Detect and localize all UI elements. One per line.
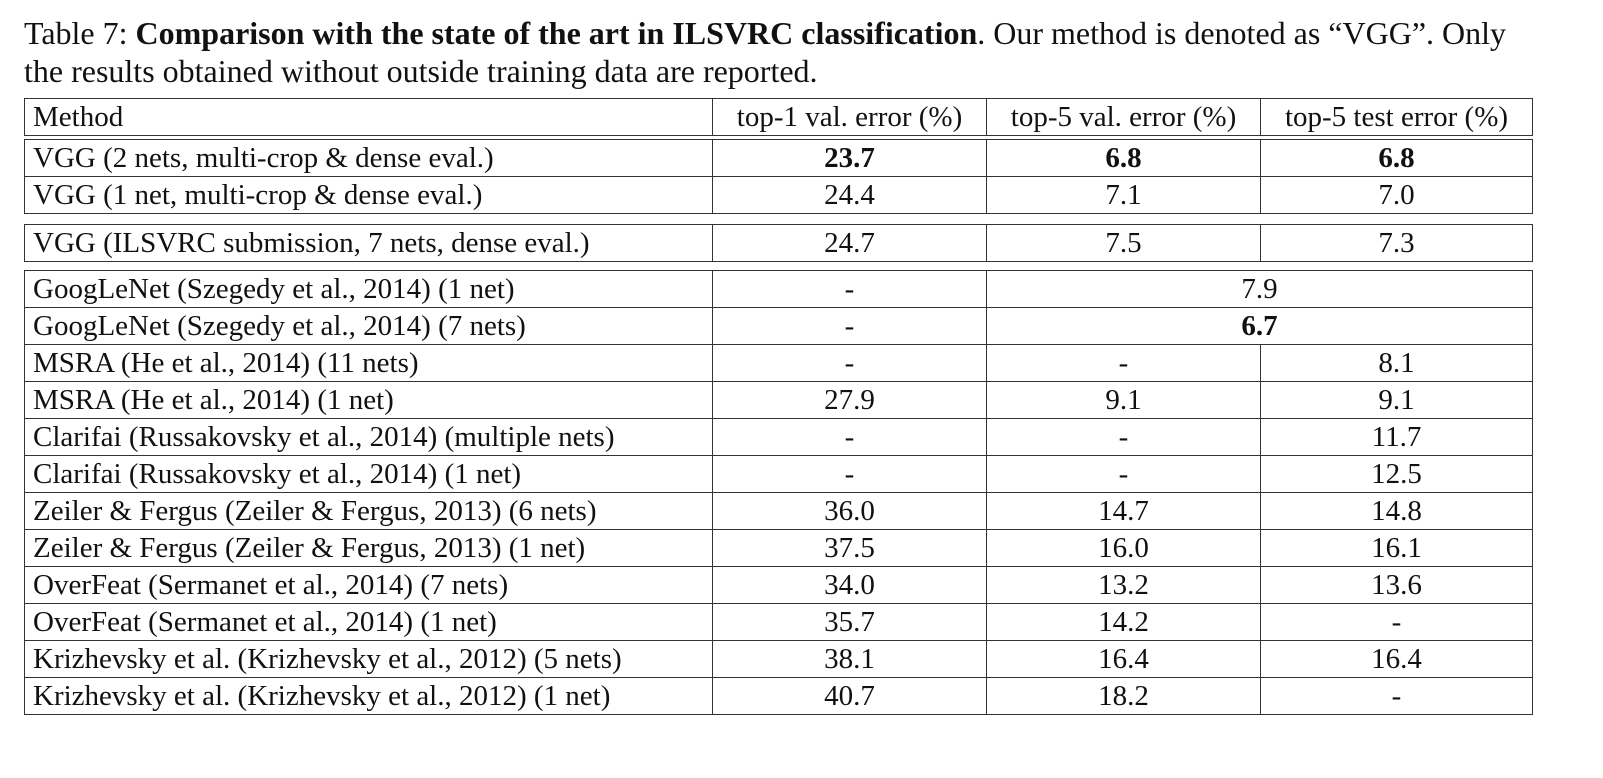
table-row: OverFeat (Sermanet et al., 2014) (1 net)… — [24, 603, 1533, 641]
value-cell: 7.3 — [1260, 224, 1533, 262]
method-cell: Zeiler & Fergus (Zeiler & Fergus, 2013) … — [24, 529, 713, 567]
value-cell: - — [712, 270, 987, 308]
caption-text: . Our method is denoted as “VGG”. Only t… — [24, 15, 1507, 89]
value-cell: 6.8 — [986, 139, 1261, 177]
value-cell: 9.1 — [1260, 381, 1533, 419]
value-cell: 11.7 — [1260, 418, 1533, 456]
caption: Table 7: Comparison with the state of th… — [24, 14, 1524, 90]
value-cell: 14.8 — [1260, 492, 1533, 530]
table-group: GoogLeNet (Szegedy et al., 2014) (1 net)… — [24, 270, 1533, 715]
method-cell: Clarifai (Russakovsky et al., 2014) (mul… — [24, 418, 713, 456]
method-cell: VGG (ILSVRC submission, 7 nets, dense ev… — [24, 224, 713, 262]
value-cell: - — [712, 418, 987, 456]
value-cell: 23.7 — [712, 139, 987, 177]
method-cell: MSRA (He et al., 2014) (11 nets) — [24, 344, 713, 382]
value-cell: 38.1 — [712, 640, 987, 678]
value-cell: - — [712, 344, 987, 382]
value-cell: - — [1260, 603, 1533, 641]
value-cell: - — [1260, 677, 1533, 715]
table-group: VGG (2 nets, multi-crop & dense eval.) 23… — [24, 139, 1533, 214]
value-cell: 6.8 — [1260, 139, 1533, 177]
value-cell: 24.7 — [712, 224, 987, 262]
value-cell: - — [712, 455, 987, 493]
caption-label: Table 7: — [24, 15, 128, 51]
value-cell: top-1 val. error (%) — [712, 98, 987, 136]
value-cell: 16.0 — [986, 529, 1261, 567]
table-row: MSRA (He et al., 2014) (1 net) 27.9 9.1 9.1 — [24, 381, 1533, 419]
value-cell: 7.9 — [986, 270, 1533, 308]
table-row: Zeiler & Fergus (Zeiler & Fergus, 2013) … — [24, 492, 1533, 530]
header-row: Method top-1 val. error (%) top-5 val. err… — [24, 98, 1533, 136]
value-cell: 7.0 — [1260, 176, 1533, 214]
method-cell: VGG (2 nets, multi-crop & dense eval.) — [24, 139, 713, 177]
value-cell: 40.7 — [712, 677, 987, 715]
value-cell: 27.9 — [712, 381, 987, 419]
table-row: GoogLeNet (Szegedy et al., 2014) (1 net)… — [24, 270, 1533, 308]
value-cell: 9.1 — [986, 381, 1261, 419]
method-cell: Krizhevsky et al. (Krizhevsky et al., 20… — [24, 640, 713, 678]
value-cell: 36.0 — [712, 492, 987, 530]
value-cell: 16.4 — [1260, 640, 1533, 678]
value-cell: - — [986, 455, 1261, 493]
table-group: Method top-1 val. error (%) top-5 val. err… — [24, 98, 1533, 136]
value-cell: - — [986, 344, 1261, 382]
table-row: VGG (2 nets, multi-crop & dense eval.) 23… — [24, 139, 1533, 177]
value-cell: 35.7 — [712, 603, 987, 641]
method-cell: OverFeat (Sermanet et al., 2014) (1 net) — [24, 603, 713, 641]
value-cell: 14.7 — [986, 492, 1261, 530]
table-row: Clarifai (Russakovsky et al., 2014) (1 n… — [24, 455, 1533, 493]
value-cell: 34.0 — [712, 566, 987, 604]
value-cell: 14.2 — [986, 603, 1261, 641]
value-cell: - — [712, 307, 987, 345]
table-row: Krizhevsky et al. (Krizhevsky et al., 20… — [24, 677, 1533, 715]
method-cell: GoogLeNet (Szegedy et al., 2014) (1 net) — [24, 270, 713, 308]
method-cell: GoogLeNet (Szegedy et al., 2014) (7 nets… — [24, 307, 713, 345]
value-cell: 12.5 — [1260, 455, 1533, 493]
value-cell: 24.4 — [712, 176, 987, 214]
table-row: Krizhevsky et al. (Krizhevsky et al., 20… — [24, 640, 1533, 678]
value-cell: 37.5 — [712, 529, 987, 567]
value-cell: top-5 val. error (%) — [986, 98, 1261, 136]
method-cell: Zeiler & Fergus (Zeiler & Fergus, 2013) … — [24, 492, 713, 530]
method-cell: OverFeat (Sermanet et al., 2014) (7 nets… — [24, 566, 713, 604]
value-cell: 13.6 — [1260, 566, 1533, 604]
value-cell: 6.7 — [986, 307, 1533, 345]
caption-title: Comparison with the state of the art in … — [135, 15, 978, 51]
table-row: OverFeat (Sermanet et al., 2014) (7 nets… — [24, 566, 1533, 604]
table-row: GoogLeNet (Szegedy et al., 2014) (7 nets… — [24, 307, 1533, 345]
table-group: VGG (ILSVRC submission, 7 nets, dense ev… — [24, 224, 1533, 262]
table-row: VGG (1 net, multi-crop & dense eval.) 24.… — [24, 176, 1533, 214]
value-cell: top-5 test error (%) — [1260, 98, 1533, 136]
value-cell: 16.1 — [1260, 529, 1533, 567]
value-cell: 7.5 — [986, 224, 1261, 262]
table-row: MSRA (He et al., 2014) (11 nets) - -8.1 — [24, 344, 1533, 382]
value-cell: 18.2 — [986, 677, 1261, 715]
value-cell: 16.4 — [986, 640, 1261, 678]
table: Method top-1 val. error (%) top-5 val. err… — [24, 98, 1533, 715]
method-cell: Clarifai (Russakovsky et al., 2014) (1 n… — [24, 455, 713, 493]
table-row: Zeiler & Fergus (Zeiler & Fergus, 2013) … — [24, 529, 1533, 567]
value-cell: 8.1 — [1260, 344, 1533, 382]
value-cell: 13.2 — [986, 566, 1261, 604]
method-cell: MSRA (He et al., 2014) (1 net) — [24, 381, 713, 419]
method-cell: VGG (1 net, multi-crop & dense eval.) — [24, 176, 713, 214]
value-cell: - — [986, 418, 1261, 456]
value-cell: 7.1 — [986, 176, 1261, 214]
table-row: Clarifai (Russakovsky et al., 2014) (mul… — [24, 418, 1533, 456]
table-row: VGG (ILSVRC submission, 7 nets, dense ev… — [24, 224, 1533, 262]
method-cell: Krizhevsky et al. (Krizhevsky et al., 20… — [24, 677, 713, 715]
method-cell: Method — [24, 98, 713, 136]
